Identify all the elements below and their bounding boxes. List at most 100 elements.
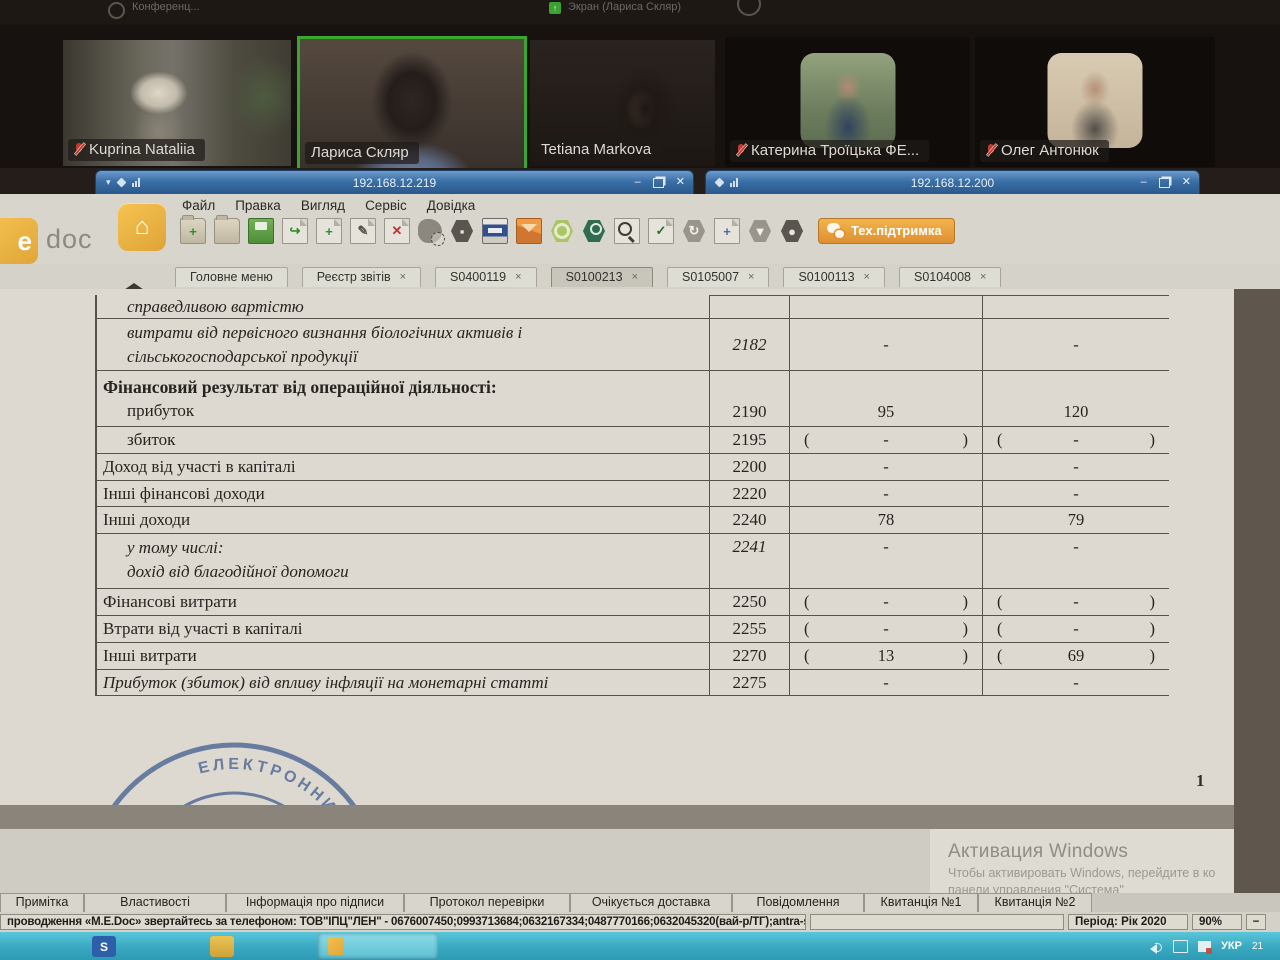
tab-s0105007[interactable]: S0105007 × (667, 267, 770, 287)
report-row: витрати від первісного визнання біологіч… (97, 319, 1169, 371)
collapse-panel-arrow[interactable] (118, 283, 150, 294)
report-value-cell (982, 295, 1169, 318)
pin-icon[interactable] (116, 177, 126, 188)
mail-icon[interactable] (516, 218, 542, 244)
remote-window-titlebar[interactable]: 192.168.12.219 ▾ – ✕ (95, 170, 694, 195)
zoom-out-button[interactable]: − (1246, 914, 1266, 930)
close-button[interactable]: ✕ (1181, 176, 1191, 188)
bottom-tab-інформація-про-підписи[interactable]: Інформація про підписи (226, 893, 404, 912)
volume-icon[interactable] (1150, 941, 1163, 952)
filter-icon[interactable]: ▼ (748, 219, 772, 243)
remote-window-titlebar[interactable]: 192.168.12.200 – ✕ (705, 170, 1200, 195)
menu-item[interactable]: Файл (182, 198, 216, 213)
tab-close-icon[interactable]: × (631, 271, 639, 283)
menu-item[interactable]: Довідка (426, 198, 476, 213)
report-value-cell: (-) (804, 592, 968, 611)
terminal-icon[interactable]: ▪ (450, 219, 474, 243)
bottom-tab-повідомлення[interactable]: Повідомлення (732, 893, 864, 912)
toolbar: + ↪ + ✎ ✕ ▪ ✓ ↻ + ▼ ● Тех.підтримка (180, 215, 955, 246)
tab-s0100113[interactable]: S0100113 × (783, 267, 885, 287)
tab-close-icon[interactable]: × (399, 271, 407, 283)
tab-s0104008[interactable]: S0104008 × (898, 267, 1002, 287)
refresh-icon[interactable]: ↻ (682, 219, 706, 243)
copy-doc-icon[interactable]: ↪ (282, 218, 308, 244)
table-doc-icon[interactable]: + (714, 218, 740, 244)
report-value-cell: - (883, 537, 889, 556)
report-value-cell: (69) (982, 643, 1169, 669)
check-doc-icon[interactable]: ✓ (648, 218, 674, 244)
sign-icon[interactable] (418, 219, 445, 246)
bottom-tab-протокол-перевірки[interactable]: Протокол перевірки (404, 893, 570, 912)
support-phones-text: проводження «М.Е.Doc» звертайтесь за тел… (0, 914, 806, 930)
video-tile-active-speaker: Лариса Скляр (297, 36, 527, 172)
delete-doc-icon[interactable]: ✕ (384, 218, 410, 244)
report-value-cell: - (883, 672, 889, 692)
period-indicator[interactable]: Період: Рік 2020 (1068, 914, 1188, 930)
tab-close-icon[interactable]: × (863, 271, 870, 283)
taskbar-app-icon[interactable]: S (92, 936, 116, 957)
new-doc-icon[interactable]: + (316, 218, 342, 244)
save-icon[interactable] (248, 218, 274, 244)
minimize-button[interactable]: – (634, 176, 641, 188)
tab-close-icon[interactable]: × (748, 271, 755, 283)
tab-close-icon[interactable]: × (980, 271, 987, 283)
print-icon[interactable] (482, 218, 508, 244)
language-indicator[interactable]: УКР (1221, 940, 1242, 952)
tab-close-icon[interactable]: × (515, 271, 522, 283)
bottom-tab-квитанція-№1[interactable]: Квитанція №1 (864, 893, 978, 912)
report-code-cell: 2241 (710, 534, 790, 588)
search-icon[interactable] (614, 218, 640, 244)
taskbar-medoc-button[interactable] (318, 933, 438, 959)
taskbar-folder-icon[interactable] (210, 936, 234, 957)
open-icon[interactable] (214, 215, 240, 244)
windows-activation-watermark: Активация Windows Чтобы активировать Win… (948, 841, 1216, 893)
tab-s0100213[interactable]: S0100213 × (550, 267, 654, 287)
edit-doc-icon[interactable]: ✎ (350, 218, 376, 244)
pin-icon[interactable] (714, 177, 725, 188)
report-row: Фінансові витрати 2250 (-) (-) (97, 589, 1169, 616)
report-view: справедливою вартістю витрати від первісн… (0, 289, 1280, 893)
search-registry-icon[interactable] (582, 219, 606, 243)
record-icon[interactable]: ● (780, 219, 804, 243)
bottom-tab-примітка[interactable]: Примітка (0, 893, 84, 912)
menu-item[interactable]: Правка (235, 198, 281, 213)
bottom-tab-квитанція-№2[interactable]: Квитанція №2 (978, 893, 1092, 912)
status-icon[interactable] (550, 219, 574, 243)
action-center-icon[interactable] (1198, 940, 1213, 954)
report-code-cell: 2250 (710, 589, 790, 615)
menu-item[interactable]: Вигляд (300, 198, 346, 213)
meeting-timer-icon[interactable] (737, 0, 761, 16)
report-value-cell: - (982, 534, 1169, 588)
report-label-cell: Інші доходи (97, 507, 710, 533)
tech-support-button[interactable]: Тех.підтримка (818, 218, 955, 244)
participant-name: Олег Антонюк (1001, 142, 1099, 159)
report-label-cell: витрати від первісного визнання біологіч… (97, 319, 710, 370)
open-folder-icon[interactable]: + (180, 215, 206, 244)
tab-s0400119[interactable]: S0400119 × (435, 267, 537, 287)
restore-button[interactable] (1158, 177, 1170, 188)
menu-item[interactable]: Сервіс (365, 198, 407, 213)
report-label-cell: Втрати від участі в капіталі (97, 616, 710, 642)
tab-головне-меню[interactable]: Головне меню (175, 267, 288, 287)
report-row: збиток 2195 (-) (-) (97, 427, 1169, 454)
minimize-button[interactable]: – (1140, 176, 1147, 188)
meeting-menu-icon[interactable] (108, 2, 125, 19)
bottom-tab-очікується-доставка[interactable]: Очікується доставка (570, 893, 732, 912)
report-label-cell: справедливою вартістю (97, 295, 710, 318)
close-button[interactable]: ✕ (675, 176, 685, 188)
page-break-band (0, 805, 1236, 829)
report-value-cell: 95 (877, 402, 895, 421)
report-row: Інші фінансові доходи 2220 - - (97, 481, 1169, 507)
windows-taskbar: S УКР 21 (0, 932, 1280, 960)
financial-report-table: справедливою вартістю витрати від первісн… (95, 295, 1169, 696)
report-row: Доход від участі в капіталі 2200 - - (97, 454, 1169, 481)
window-title: 192.168.12.200 (910, 175, 995, 190)
window-title: 192.168.12.219 (352, 175, 437, 190)
home-button[interactable]: ⌂ (118, 203, 166, 251)
zoom-level[interactable]: 90% (1192, 914, 1242, 930)
restore-button[interactable] (652, 177, 664, 188)
display-icon[interactable] (1173, 939, 1189, 953)
bottom-tab-властивості[interactable]: Властивості (84, 893, 226, 912)
chevron-down-icon[interactable]: ▾ (106, 177, 111, 187)
tab-реєстр-звітів[interactable]: Реєстр звітів × (301, 267, 422, 287)
